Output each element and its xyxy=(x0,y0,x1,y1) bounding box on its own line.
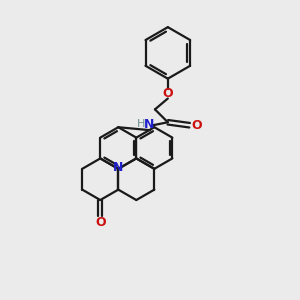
Text: O: O xyxy=(163,87,173,100)
Text: N: N xyxy=(113,161,124,174)
Text: O: O xyxy=(191,119,202,132)
Text: O: O xyxy=(95,216,106,229)
Text: N: N xyxy=(144,118,154,131)
Text: H: H xyxy=(137,119,145,129)
